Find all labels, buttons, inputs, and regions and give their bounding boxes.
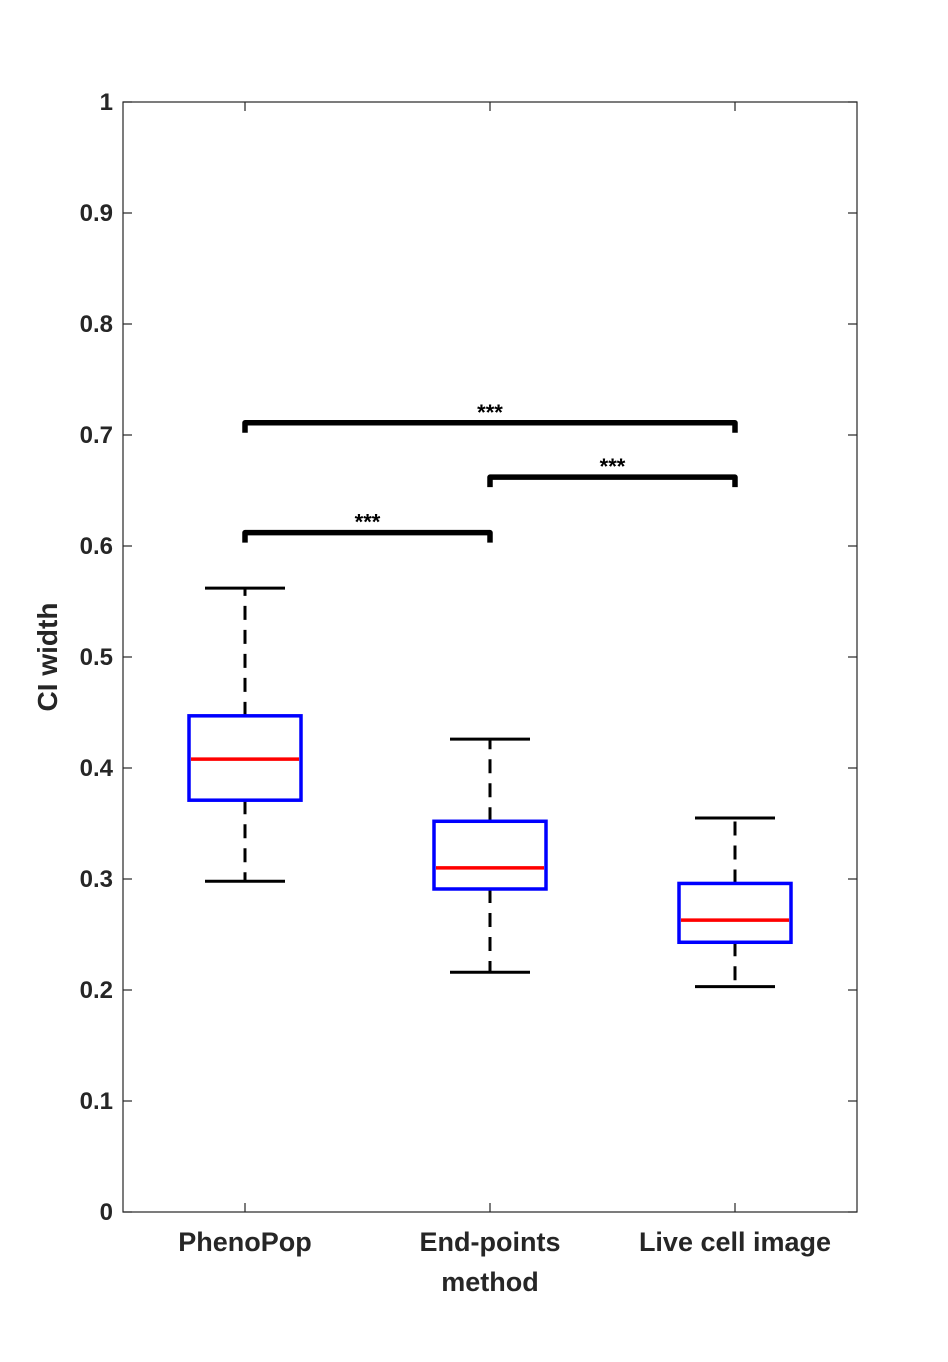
y-tick-label: 1 [100, 89, 113, 116]
y-tick-label: 0.4 [80, 755, 114, 782]
x-tick-label: PhenoPop [178, 1227, 312, 1257]
x-tick-label: Live cell image [639, 1227, 831, 1257]
plot-frame [122, 101, 858, 1213]
axes: 0 0.1 0.2 0.3 0.4 0.5 0.6 0.7 0.8 0.9 1 PhenoPop End… [80, 89, 858, 1297]
boxplot-3 [677, 816, 793, 989]
y-tick-label: 0.8 [80, 311, 113, 338]
box-iqr [187, 714, 303, 802]
significance-bracket-3: *** [242, 400, 738, 433]
x-tick-label: End-points method [420, 1227, 561, 1297]
y-tick-label: 0.1 [80, 1088, 113, 1115]
y-tick-label: 0.9 [80, 200, 113, 227]
y-tick-label: 0.5 [80, 644, 113, 671]
boxplot-1 [187, 586, 303, 883]
y-tick-label: 0.7 [80, 422, 113, 449]
significance-label: *** [355, 510, 381, 535]
significance-label: *** [477, 400, 503, 425]
y-tick-label: 0 [100, 1199, 113, 1226]
y-tick-label: 0.6 [80, 533, 113, 560]
boxplots [187, 586, 793, 989]
bracket-line [242, 529, 493, 543]
box-iqr [677, 881, 793, 945]
y-tick-label: 0.2 [80, 977, 113, 1004]
box-iqr [432, 819, 548, 891]
significance-bracket-2: *** [487, 454, 738, 488]
bracket-line [487, 474, 738, 488]
y-tick-label: 0.3 [80, 866, 113, 893]
y-axis-label: CI width [32, 603, 63, 712]
significance-brackets: *** *** *** [242, 400, 738, 543]
bracket-line [242, 420, 738, 433]
significance-bracket-1: *** [242, 510, 493, 543]
boxplot-2 [432, 737, 548, 974]
significance-label: *** [600, 454, 626, 479]
